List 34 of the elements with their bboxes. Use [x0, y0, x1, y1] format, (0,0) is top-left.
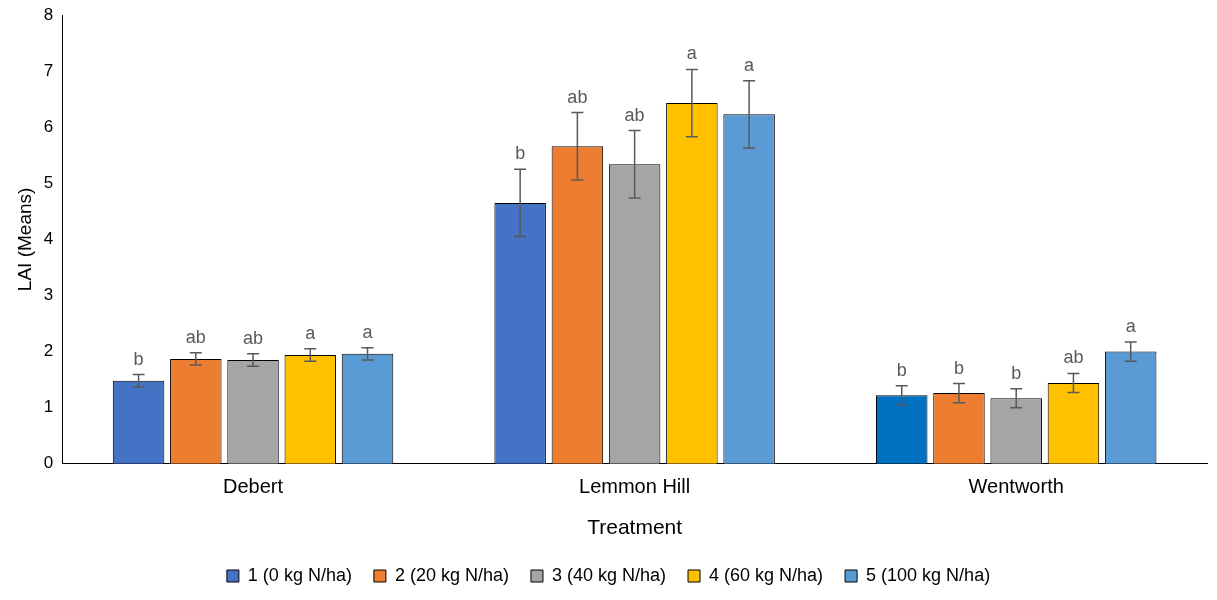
y-tick-label: 8: [43, 4, 54, 24]
data-label: b: [515, 143, 526, 164]
x-tick-label: Debert: [223, 475, 284, 498]
data-label: ab: [567, 86, 588, 107]
y-tick-label: 6: [43, 116, 54, 136]
data-label: ab: [1063, 347, 1084, 368]
y-tick-label: 5: [43, 172, 54, 192]
data-label: b: [896, 359, 907, 380]
y-axis-title: LAI (Means): [13, 187, 35, 292]
data-label: a: [305, 322, 317, 343]
y-tick-label: 2: [43, 341, 54, 361]
y-tick-label: 0: [43, 453, 54, 473]
legend-label: 5 (100 kg N/ha): [866, 564, 991, 585]
data-label: b: [1011, 362, 1022, 383]
y-tick-label: 7: [43, 60, 54, 80]
data-label: a: [362, 321, 374, 342]
legend-label: 2 (20 kg N/ha): [394, 564, 509, 585]
data-label: a: [1125, 316, 1137, 337]
data-label: b: [953, 357, 964, 378]
x-axis-title: Treatment: [587, 515, 683, 539]
legend-label: 3 (40 kg N/ha): [551, 564, 667, 585]
x-tick-label: Wentworth: [968, 475, 1064, 498]
data-label: ab: [243, 327, 264, 348]
y-tick-label: 4: [43, 229, 54, 249]
y-tick-label: 3: [43, 285, 54, 305]
y-tick-label: 1: [43, 397, 54, 417]
data-label: b: [133, 348, 144, 369]
data-label: ab: [624, 104, 645, 125]
data-label: a: [686, 43, 698, 64]
legend-label: 4 (60 kg N/ha): [709, 564, 824, 585]
data-label: ab: [185, 326, 206, 347]
data-label: a: [744, 54, 756, 75]
legend-label: 1 (0 kg N/ha): [247, 564, 352, 585]
x-tick-label: Lemmon Hill: [579, 475, 691, 498]
